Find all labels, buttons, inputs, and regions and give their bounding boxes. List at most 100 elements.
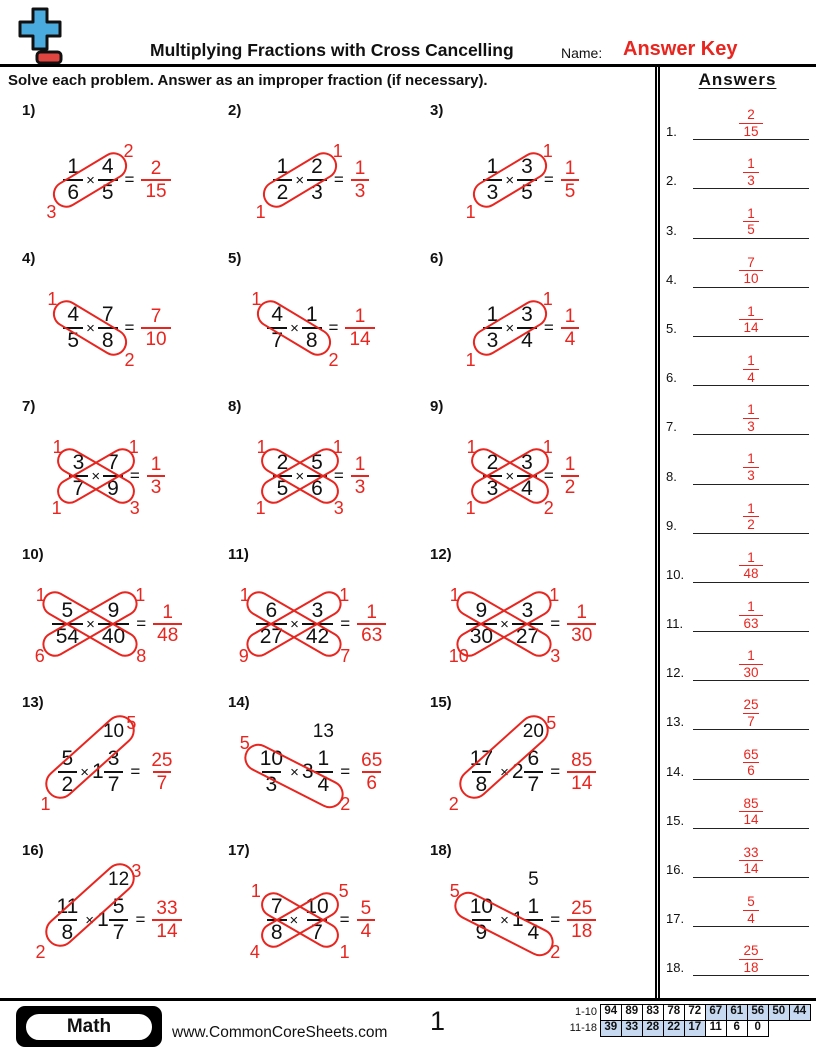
grading-score-cell: 17 bbox=[683, 1019, 706, 1037]
problem-number: 10) bbox=[22, 546, 44, 563]
cancel-digit-top-left: 5 bbox=[239, 733, 250, 754]
equals-sign: = bbox=[124, 318, 135, 337]
problem-number: 9) bbox=[430, 398, 444, 415]
footer: Math www.CommonCoreSheets.com 1 1-10 94 8… bbox=[0, 998, 816, 1056]
fraction-1: 10 9 bbox=[466, 895, 497, 944]
cancel-digit-top-right: 1 bbox=[128, 437, 139, 458]
problem: 12) 1 1 10 3 9 30 × bbox=[422, 540, 640, 688]
answer-fraction: 33 14 bbox=[739, 845, 763, 877]
denominator: 7 bbox=[743, 712, 759, 730]
denominator: 4 bbox=[356, 919, 376, 942]
answer-number: 18. bbox=[666, 960, 685, 976]
cancel-digit-top-right: 2 bbox=[123, 141, 134, 162]
cancel-digit-bottom-left: 1 bbox=[465, 349, 476, 370]
answer-blank-line: 1 4 bbox=[693, 353, 809, 387]
numerator: 6 bbox=[527, 747, 540, 771]
fraction-1: 1 3 bbox=[482, 303, 503, 353]
answer-blank-line: 1 2 bbox=[693, 501, 809, 534]
denominator: 3 bbox=[350, 179, 370, 202]
problem-number: 8) bbox=[228, 398, 242, 415]
equals-sign: = bbox=[543, 466, 554, 485]
numerator: 5 bbox=[360, 897, 372, 919]
cancel-digit-top-right: 1 bbox=[339, 585, 350, 606]
multiplication-group: 1 1 1 3 3 7 × 7 bbox=[52, 438, 140, 516]
denominator: 3 bbox=[482, 475, 503, 501]
numerator: 5 bbox=[311, 451, 323, 475]
numerator: 5 bbox=[112, 895, 125, 919]
problem-number: 13) bbox=[22, 694, 44, 711]
problem-expression: 5 1 5 2 × 1 10 3 7 bbox=[14, 702, 220, 836]
numerator: 33 bbox=[156, 897, 178, 919]
denominator: 27 bbox=[255, 623, 288, 649]
multiply-sign: × bbox=[505, 467, 515, 485]
grading-score-cell: 94 bbox=[599, 1004, 622, 1021]
answer-number: 17. bbox=[666, 911, 685, 927]
answer-blank-line: 1 63 bbox=[693, 599, 809, 633]
cancel-digit-bottom-left: 1 bbox=[40, 793, 51, 814]
cancel-digit-top-left: 5 bbox=[449, 881, 460, 902]
numerator: 1 bbox=[354, 157, 366, 179]
answer-blank-line: 1 48 bbox=[693, 550, 809, 583]
problem: 18) 5 2 10 9 × 1 bbox=[422, 836, 640, 984]
denominator: 6 bbox=[743, 762, 759, 779]
denominator: 3 bbox=[350, 475, 370, 498]
numerator: 7 bbox=[150, 305, 162, 327]
denominator: 7 bbox=[267, 327, 288, 353]
answer-blank-line: 2 15 bbox=[693, 107, 809, 141]
denominator: 3 bbox=[482, 327, 503, 353]
problem: 10) 1 1 6 8 5 54 × bbox=[14, 540, 220, 688]
answer-blank-line: 65 6 bbox=[693, 747, 809, 780]
answer-number: 3. bbox=[666, 222, 677, 238]
grading-score-cell: 33 bbox=[620, 1019, 643, 1037]
multiplication-group: 2 3 1 6 × 4 5 bbox=[46, 142, 133, 220]
numerator: 7 bbox=[747, 254, 755, 270]
numerator: 1 bbox=[747, 402, 755, 418]
problem: 16) 3 2 11 8 × 1 bbox=[14, 836, 220, 984]
cancel-digit-top-right: 1 bbox=[135, 585, 146, 606]
problem-expression: 1 1 9 7 6 27 × 3 bbox=[220, 554, 422, 688]
multiply-sign: × bbox=[295, 467, 305, 485]
denominator: 4 bbox=[743, 368, 759, 386]
denominator: 7 bbox=[103, 771, 124, 797]
name-value-answer-key: Answer Key bbox=[623, 38, 738, 60]
grading-score-cell: 56 bbox=[746, 1004, 769, 1021]
cancel-digit-bottom-right: 2 bbox=[124, 349, 135, 370]
numerator: 1 bbox=[747, 549, 755, 565]
denominator: 3 bbox=[261, 771, 282, 797]
equals-sign: = bbox=[340, 614, 351, 633]
grading-score-cell: 67 bbox=[704, 1004, 727, 1021]
grading-row-label: 1-10 bbox=[574, 1006, 597, 1018]
fraction-2: 3 42 bbox=[301, 599, 334, 648]
answer-fraction: 7 10 bbox=[141, 305, 171, 351]
grading-score-cell: 6 bbox=[725, 1019, 748, 1037]
answer-number: 12. bbox=[666, 665, 685, 681]
answer-row: 4. 7 10 bbox=[665, 239, 810, 288]
cancel-digit-top-left: 1 bbox=[466, 437, 477, 458]
whole-number: 3 bbox=[301, 760, 314, 783]
problem-expression: 1 1 1 2 2 3 × 3 bbox=[422, 406, 640, 540]
denominator: 4 bbox=[560, 327, 580, 350]
answer-fraction: 85 14 bbox=[739, 796, 763, 828]
cancel-digit-top-right: 3 bbox=[131, 861, 142, 882]
grading-score-cell: 39 bbox=[599, 1019, 622, 1037]
equals-sign: = bbox=[328, 318, 339, 337]
equals-sign: = bbox=[333, 466, 344, 485]
equals-sign: = bbox=[129, 466, 140, 485]
answer-fraction: 1 14 bbox=[345, 306, 375, 351]
website-link: www.CommonCoreSheets.com bbox=[172, 1024, 388, 1041]
grading-score-cell: 11 bbox=[704, 1019, 727, 1037]
fraction-2: 4 5 bbox=[97, 155, 118, 204]
cancel-digit-bottom-right: 2 bbox=[328, 349, 339, 370]
cancel-digit-top-left: 1 bbox=[256, 437, 267, 458]
numerator: 4 bbox=[101, 155, 114, 179]
answer-fraction: 65 6 bbox=[357, 750, 386, 795]
numerator: 1 bbox=[747, 156, 755, 172]
fraction-2: 9 40 bbox=[97, 599, 130, 648]
answer-fraction: 1 3 bbox=[743, 451, 759, 483]
fraction-2: 7 8 bbox=[97, 303, 118, 352]
answer-number: 7. bbox=[666, 419, 677, 435]
numerator: 11 bbox=[56, 895, 79, 919]
grading-score-cell: 22 bbox=[662, 1019, 685, 1037]
answer-fraction: 1 3 bbox=[146, 454, 166, 499]
answer-number: 13. bbox=[666, 714, 685, 730]
